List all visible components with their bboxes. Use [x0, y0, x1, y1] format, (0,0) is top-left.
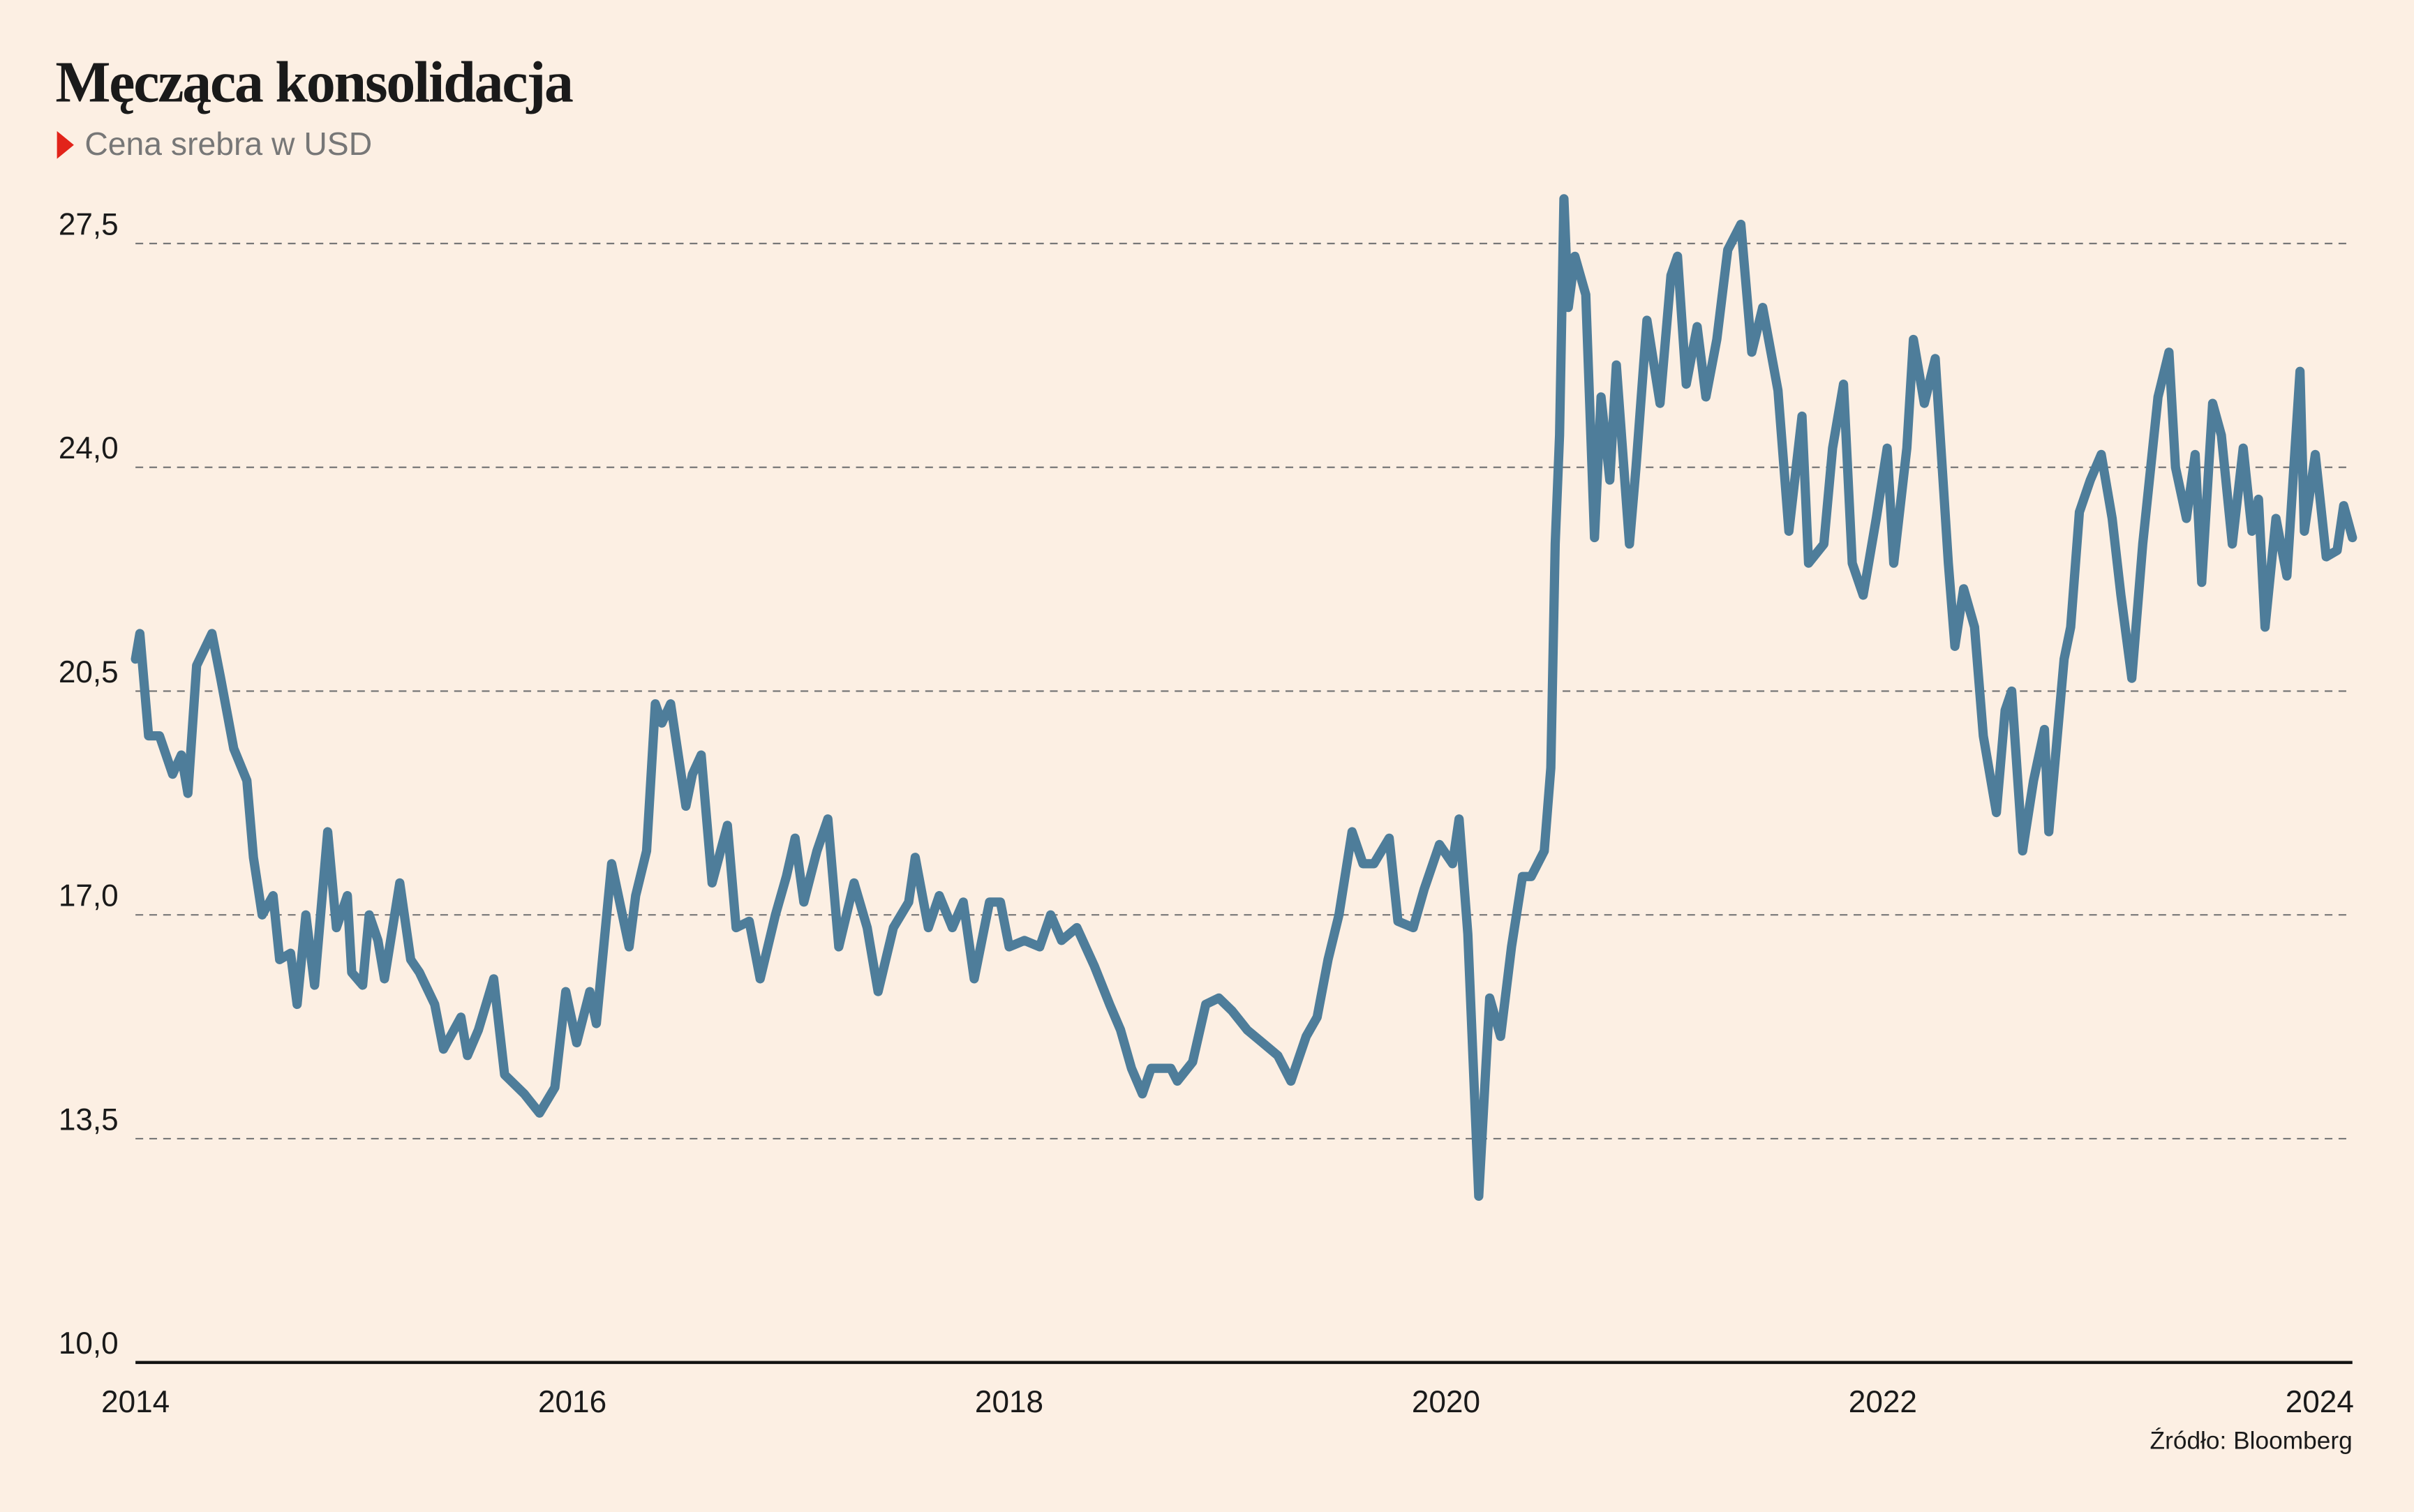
y-tick-label: 13,5 — [59, 1102, 119, 1137]
y-tick-label: 24,0 — [59, 431, 119, 465]
x-tick-label: 2024 — [2286, 1385, 2354, 1419]
source: Źródło: Bloomberg — [2150, 1428, 2353, 1455]
price-line — [131, 194, 2357, 1202]
y-tick-label: 17,0 — [59, 879, 119, 913]
y-tick-label: 27,5 — [59, 207, 119, 241]
x-tick-label: 2016 — [538, 1385, 606, 1419]
subtitle-marker — [57, 130, 74, 159]
x-tick-label: 2014 — [101, 1385, 170, 1419]
x-tick-label: 2022 — [1849, 1385, 1917, 1419]
x-tick-label: 2018 — [975, 1385, 1043, 1419]
y-tick-label: 10,0 — [59, 1326, 119, 1361]
x-tick-label: 2020 — [1412, 1385, 1480, 1419]
y-tick-label: 20,5 — [59, 655, 119, 689]
chart-title: Męcząca konsolidacja — [55, 50, 573, 114]
chart-subtitle: Cena srebra w USD — [84, 126, 372, 162]
